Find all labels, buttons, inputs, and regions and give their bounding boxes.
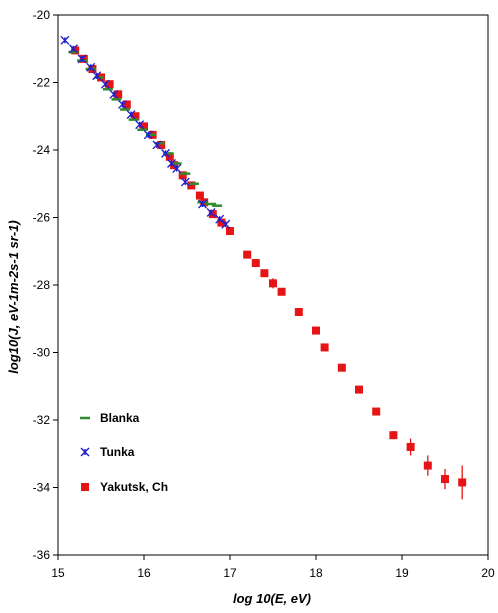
x-tick-label: 15 [51, 566, 65, 580]
data-point [320, 343, 329, 352]
y-tick-label: -30 [33, 346, 51, 360]
y-tick-label: -32 [33, 413, 51, 427]
x-tick-label: 16 [137, 566, 151, 580]
data-point [118, 99, 127, 109]
data-point [109, 89, 119, 99]
data-point [217, 218, 226, 227]
data-point [197, 199, 207, 209]
data-point [406, 443, 415, 451]
data-point [131, 112, 140, 121]
data-point [372, 407, 381, 416]
data-point [77, 54, 87, 64]
series-layer [60, 35, 467, 500]
data-point [355, 385, 363, 394]
data-point [423, 461, 432, 470]
data-point [157, 140, 166, 149]
data-point [114, 90, 123, 99]
legend-label: Blanka [100, 411, 140, 425]
data-point [172, 164, 182, 174]
data-point [135, 120, 145, 130]
y-tick-label: -36 [33, 548, 51, 562]
data-point [100, 79, 110, 89]
data-point [243, 250, 252, 259]
data-point [161, 148, 170, 158]
legend-marker [81, 483, 89, 491]
data-point [122, 100, 131, 109]
series-0 [68, 50, 223, 207]
y-tick-label: -24 [33, 143, 51, 157]
data-point [337, 363, 346, 372]
data-point [277, 287, 286, 296]
data-point [389, 431, 398, 440]
data-point [221, 219, 231, 229]
x-tick-label: 17 [223, 566, 237, 580]
data-point [92, 71, 102, 81]
data-point [312, 326, 320, 335]
y-tick-label: -28 [33, 278, 51, 292]
data-point [68, 44, 78, 54]
legend: Blanka Tunka Yakutsk, Ch [80, 411, 168, 494]
data-point [86, 62, 96, 72]
data-point [441, 475, 449, 484]
y-tick-label: -34 [33, 481, 51, 495]
series-1 [60, 35, 231, 229]
data-point [269, 279, 277, 288]
legend-marker [80, 447, 90, 457]
data-point [226, 227, 234, 235]
data-point [458, 478, 467, 487]
data-point [195, 191, 204, 200]
data-point [187, 181, 196, 190]
y-tick-label: -22 [33, 76, 51, 90]
y-axis-ticks: -20 -22 -24 -26 -28 -30 -32 -34 -36 [33, 8, 58, 562]
legend-label: Tunka [100, 445, 135, 459]
y-tick-label: -26 [33, 211, 51, 225]
data-point [178, 171, 187, 180]
x-tick-label: 18 [309, 566, 323, 580]
y-tick-label: -20 [33, 8, 51, 22]
data-point [140, 122, 148, 131]
data-point [79, 54, 88, 63]
data-point [60, 35, 70, 45]
x-axis-title: log 10(E, eV) [233, 591, 311, 606]
data-point [294, 308, 303, 316]
data-point [105, 80, 114, 89]
data-point [260, 269, 269, 278]
data-point [180, 177, 190, 187]
data-point [206, 207, 216, 217]
data-point [152, 140, 162, 150]
x-tick-label: 19 [395, 566, 409, 580]
x-axis-ticks: 15 16 17 18 19 20 [51, 555, 495, 580]
y-axis-title: log10(J, eV-1m-2s-1 sr-1) [6, 220, 21, 373]
data-point [251, 259, 260, 268]
legend-label: Yakutsk, Ch [100, 480, 168, 494]
data-point [143, 130, 153, 140]
data-point [126, 110, 136, 120]
x-tick-label: 20 [481, 566, 495, 580]
